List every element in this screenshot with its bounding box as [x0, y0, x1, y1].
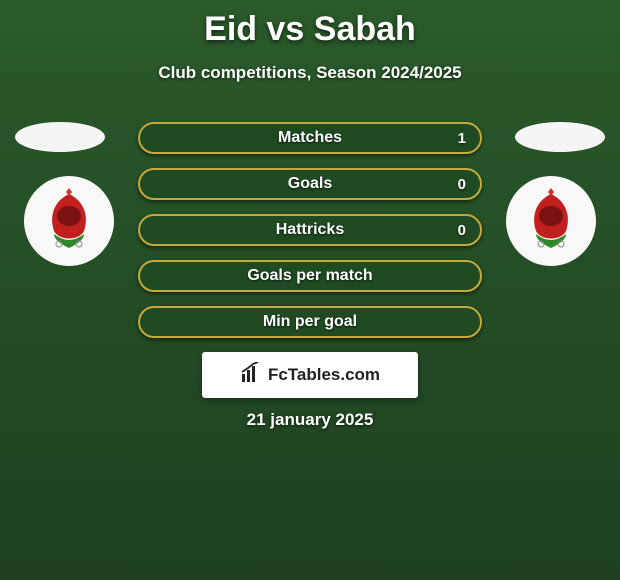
stat-row-goals: Goals 0: [138, 168, 482, 200]
stat-right-value: 0: [458, 222, 466, 239]
club-emblem-icon: [34, 186, 104, 256]
stat-label: Matches: [278, 129, 342, 147]
stat-rows-container: Matches 1 Goals 0 Hattricks 0 Goals per …: [138, 122, 482, 338]
stat-label: Min per goal: [263, 313, 357, 331]
club-emblem-icon: [516, 186, 586, 256]
stat-label: Goals per match: [247, 267, 372, 285]
left-club-logo: [24, 176, 114, 266]
subtitle: Club competitions, Season 2024/2025: [0, 63, 620, 83]
chart-icon: [240, 362, 262, 389]
page-title: Eid vs Sabah: [0, 0, 620, 49]
stat-row-hattricks: Hattricks 0: [138, 214, 482, 246]
brand-badge[interactable]: FcTables.com: [202, 352, 418, 398]
stat-label: Hattricks: [276, 221, 344, 239]
stat-right-value: 0: [458, 176, 466, 193]
left-player-avatar: [15, 122, 105, 152]
stat-row-goals-per-match: Goals per match: [138, 260, 482, 292]
right-club-logo: [506, 176, 596, 266]
right-player-avatar: [515, 122, 605, 152]
stat-row-min-per-goal: Min per goal: [138, 306, 482, 338]
stat-label: Goals: [288, 175, 332, 193]
stat-row-matches: Matches 1: [138, 122, 482, 154]
stat-right-value: 1: [458, 130, 466, 147]
date-text: 21 january 2025: [0, 410, 620, 430]
brand-text: FcTables.com: [268, 365, 380, 385]
